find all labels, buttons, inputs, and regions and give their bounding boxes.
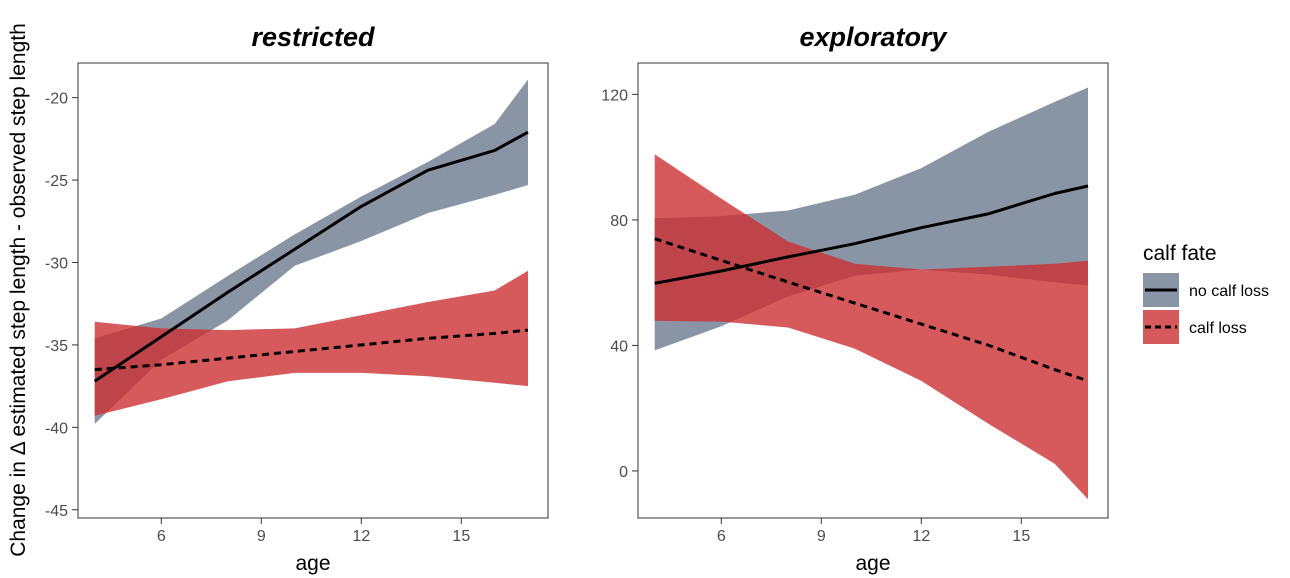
y-tick-label: -45 [45, 503, 68, 520]
x-tick-label: 6 [157, 528, 166, 545]
ci-band-restricted-no-calf-loss [94, 79, 528, 424]
trend-line-restricted-no-calf-loss [93, 130, 529, 383]
y-tick-label: 40 [610, 338, 628, 355]
panel-exploratory: exploratory 6 9 12 15 0 40 80 120 age [601, 22, 1109, 575]
panel-restricted: restricted 6 9 12 15 -45 -40 -35 -30 -25 -20 age [45, 22, 549, 575]
x-tick-label: 12 [912, 528, 930, 545]
x-tick-label: 6 [717, 528, 726, 545]
x-tick-label: 9 [817, 528, 826, 545]
y-tick-label: 0 [619, 464, 628, 481]
x-tick-label: 15 [1012, 528, 1030, 545]
y-tick-label: -25 [45, 173, 68, 190]
x-tick-label: 9 [257, 528, 266, 545]
plot-frame-restricted [77, 62, 549, 519]
y-tick-label: 80 [610, 213, 628, 230]
plot-frame-exploratory [637, 62, 1109, 519]
x-axis-title-restricted: age [295, 552, 330, 575]
y-axis-title: Change in Δ estimated step length - obse… [7, 23, 30, 557]
legend: calf fate no calf loss calf loss [1143, 242, 1269, 344]
y-tick-label: -40 [45, 420, 68, 437]
panel-title-restricted: restricted [251, 22, 375, 52]
ci-band-restricted-calf-loss [94, 270, 528, 416]
panel-title-exploratory: exploratory [799, 22, 948, 52]
x-tick-label: 15 [452, 528, 470, 545]
x-tick-label: 12 [352, 528, 370, 545]
legend-title: calf fate [1143, 242, 1217, 265]
ci-band-exploratory-calf-loss [654, 154, 1088, 500]
legend-label-no-calf-loss: no calf loss [1189, 283, 1269, 300]
trend-line-restricted-calf-loss [94, 328, 529, 372]
legend-label-calf-loss: calf loss [1189, 320, 1247, 337]
y-tick-label: -20 [45, 91, 68, 108]
y-tick-label: 120 [601, 87, 628, 104]
trend-line-exploratory-calf-loss [654, 237, 1089, 383]
y-tick-label: -35 [45, 338, 68, 355]
x-axis-title-exploratory: age [855, 552, 890, 575]
y-tick-label: -30 [45, 255, 68, 272]
trend-line-exploratory-no-calf-loss [654, 184, 1089, 285]
